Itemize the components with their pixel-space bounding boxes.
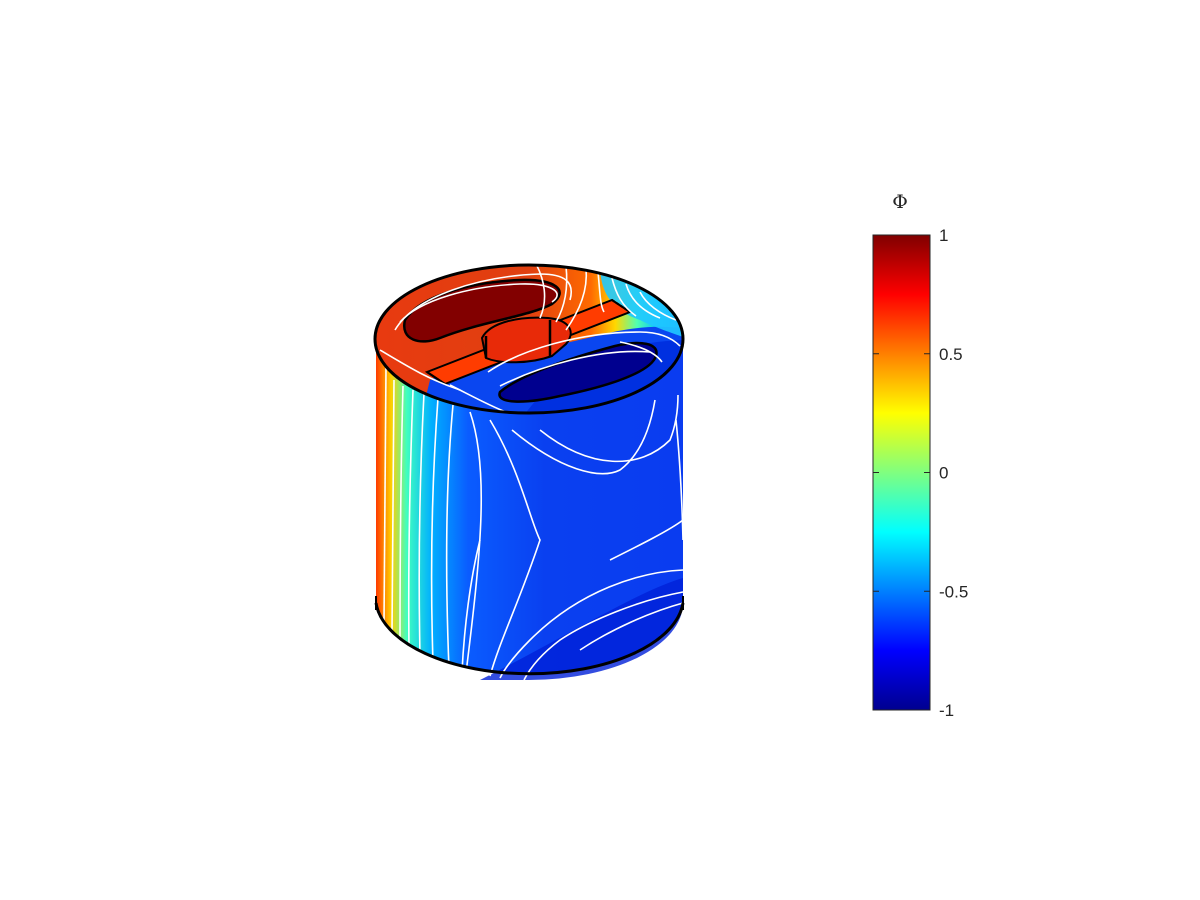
colorbar-tick-label: -1 [939,701,954,720]
cylinder-bottom-edge [374,602,685,676]
colorbar-tick-label: 0.5 [939,345,963,364]
side-contours [383,367,684,681]
colorbar-ticks: 1 0.5 0 -0.5 -1 [873,226,968,720]
colorbar: Φ 1 0.5 0 -0.5 -1 [872,191,968,720]
colorbar-tick-label: 0 [939,464,948,483]
top-upper-slot [403,278,561,343]
cylinder-plot [373,263,685,681]
colorbar-title: Φ [892,191,908,213]
colorbar-gradient [872,234,931,711]
cylinder-side-surface [376,339,683,674]
top-rim [373,263,685,415]
colorbar-tick-label: 1 [939,226,948,245]
colorbar-tick-label: -0.5 [939,582,968,601]
